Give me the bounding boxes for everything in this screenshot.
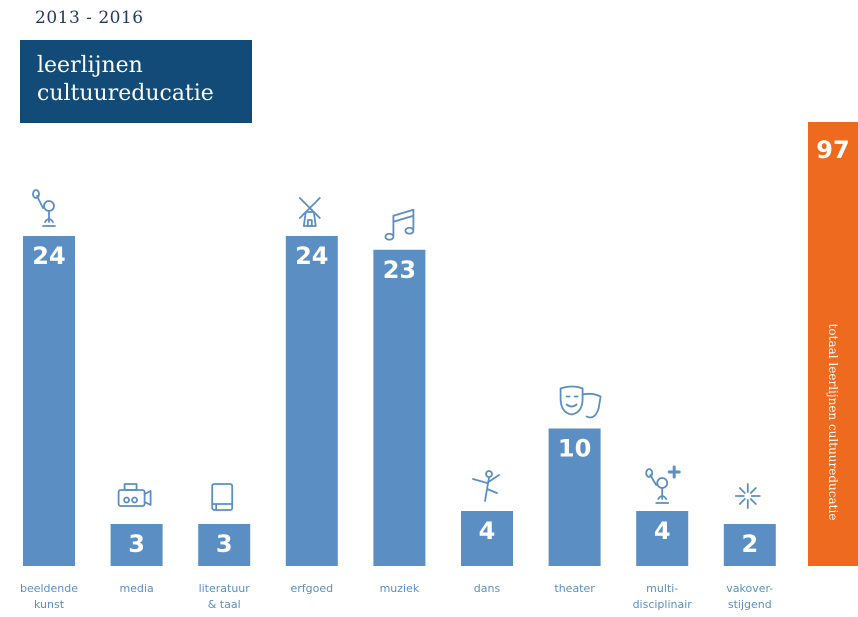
bar-value-label: 24 [32,242,65,270]
bar-value-label: 2 [741,530,758,558]
theater-masks-icon [559,385,602,419]
title-line-1: leerlijnen [37,53,143,78]
camera-icon [117,483,152,507]
bar-value-label: 24 [295,242,328,270]
category-label: media [119,582,153,595]
bar-6 [548,428,601,566]
bar-1 [110,524,163,566]
category-label: theater [554,582,595,595]
windmill-icon [298,197,321,227]
bar-value-label: 4 [654,517,671,545]
total-label: totaal leerlijnen cultuureducatie [826,323,840,521]
bar-8 [723,524,776,566]
bar-7 [636,511,689,566]
category-label: beeldende kunst [20,582,78,611]
book-icon [211,483,234,511]
bar-value-label: 3 [216,530,233,558]
dancer-icon [472,470,500,502]
category-label: vakover-stijgend [726,582,773,611]
category-label: multi-disciplinair [633,582,693,611]
music-note-icon [384,208,415,241]
period-label: 2013 - 2016 [35,8,144,28]
total-box: 97 totaal leerlijnen cultuureducatie [808,122,858,566]
total-value: 97 [816,136,850,164]
bar-3 [285,236,338,566]
bar-value-label: 4 [479,517,496,545]
title-box: leerlijnen cultuureducatie [20,40,252,123]
painter-icon [32,189,56,227]
bar-4 [373,249,426,566]
sparkle-icon [734,483,761,509]
bar-0 [23,236,75,566]
category-label: literatuur & taal [199,582,251,611]
painter-plus-icon [645,465,681,504]
category-label: muziek [380,582,420,595]
category-label: dans [474,582,501,595]
bar-2 [198,524,251,566]
title-line-2: cultuureducatie [37,81,214,106]
category-label: erfgoed [290,582,333,595]
bar-value-label: 3 [128,530,145,558]
bar-5 [461,511,513,566]
bar-value-label: 23 [383,256,416,284]
bar-value-label: 10 [558,435,591,463]
